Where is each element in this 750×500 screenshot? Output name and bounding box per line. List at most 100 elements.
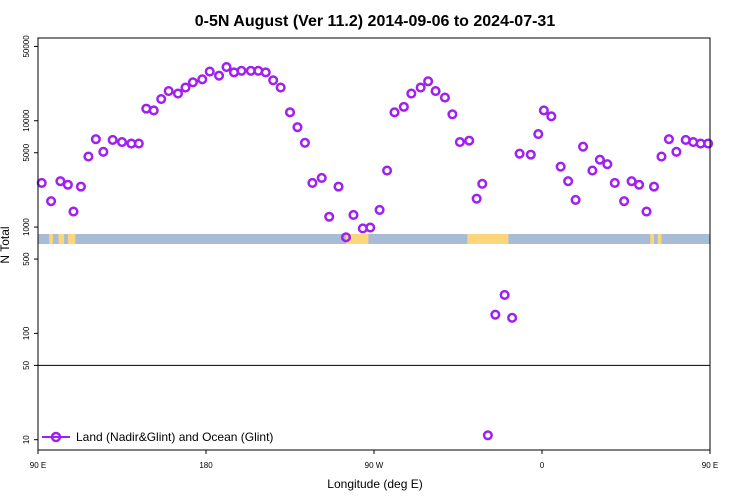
- land-ocean-mask: [38, 234, 710, 244]
- data-point: [36, 177, 47, 188]
- data-point: [187, 77, 198, 88]
- data-point: [340, 232, 352, 243]
- data-point: [197, 74, 208, 85]
- data-point: [415, 82, 426, 93]
- y-axis: 10 50 100 500 1000 5000 10000 50000: [22, 35, 38, 444]
- data-point: [663, 134, 674, 145]
- data-point: [447, 109, 458, 120]
- data-point: [656, 151, 667, 162]
- chart-title: 0-5N August (Ver 11.2) 2014-09-06 to 202…: [195, 13, 556, 30]
- land-segment: [657, 234, 662, 244]
- y-tick-label: 500: [22, 252, 31, 266]
- data-point: [90, 134, 101, 145]
- data-points: [36, 61, 714, 441]
- data-point: [268, 75, 279, 86]
- data-point: [172, 88, 184, 99]
- data-point: [648, 181, 660, 192]
- data-point: [423, 76, 434, 87]
- data-point: [221, 61, 232, 73]
- data-point: [703, 138, 714, 149]
- data-point: [133, 138, 144, 149]
- data-point: [180, 82, 191, 93]
- land-segment: [67, 234, 76, 244]
- data-point: [626, 176, 637, 187]
- data-point: [634, 179, 645, 190]
- data-point: [214, 70, 225, 81]
- x-axis: 90 E 180 90 W 0 90 E: [30, 450, 718, 470]
- data-point: [477, 178, 488, 189]
- data-point: [594, 154, 605, 165]
- data-point: [619, 196, 630, 207]
- land-segment: [650, 234, 654, 244]
- legend-label: Land (Nadir&Glint) and Ocean (Glint): [76, 430, 273, 444]
- data-point: [555, 161, 566, 172]
- x-tick-label: 0: [540, 461, 545, 470]
- data-point: [563, 176, 574, 187]
- data-point: [430, 86, 441, 97]
- data-point: [546, 111, 557, 122]
- data-point: [83, 151, 94, 162]
- data-point: [316, 172, 327, 183]
- data-point: [292, 122, 303, 133]
- data-point: [348, 209, 359, 220]
- data-point: [609, 177, 620, 188]
- ocean-strip: [38, 234, 710, 244]
- data-point: [46, 196, 57, 207]
- data-point: [525, 149, 536, 160]
- data-point: [107, 134, 118, 145]
- data-point: [75, 181, 86, 192]
- data-point: [382, 165, 393, 176]
- data-point: [307, 177, 318, 188]
- data-point: [533, 128, 544, 140]
- data-point: [671, 146, 682, 157]
- data-point: [116, 137, 128, 148]
- land-segment: [58, 234, 65, 244]
- data-point: [602, 159, 613, 170]
- data-point: [514, 148, 525, 159]
- data-point: [299, 137, 310, 148]
- data-point: [98, 146, 109, 157]
- data-point: [374, 204, 385, 215]
- x-tick-label: 180: [199, 461, 213, 470]
- data-point: [587, 165, 598, 176]
- data-point: [260, 67, 271, 78]
- data-point: [156, 93, 167, 105]
- data-point: [490, 309, 501, 320]
- legend: Land (Nadir&Glint) and Ocean (Glint): [42, 430, 273, 444]
- data-point: [236, 65, 247, 76]
- data-point: [454, 137, 465, 148]
- y-tick-label: 5000: [22, 143, 31, 161]
- y-axis-label: N Total: [0, 226, 12, 263]
- data-point: [439, 92, 450, 103]
- data-point: [482, 430, 493, 441]
- data-point: [204, 66, 215, 77]
- y-tick-label: 100: [22, 326, 31, 340]
- land-segment: [346, 234, 369, 244]
- y-tick-label: 10000: [22, 109, 31, 132]
- data-point: [284, 107, 296, 118]
- data-point: [389, 107, 400, 118]
- data-point: [55, 176, 66, 187]
- data-point: [471, 193, 482, 204]
- data-point: [275, 82, 286, 93]
- data-point: [68, 206, 79, 217]
- y-tick-label: 1000: [22, 218, 31, 236]
- data-point: [499, 289, 510, 300]
- data-point: [507, 312, 518, 323]
- legend-marker-swatch: [50, 431, 62, 443]
- data-point: [406, 88, 417, 99]
- data-point: [62, 179, 73, 190]
- data-point: [641, 206, 652, 217]
- data-point: [578, 141, 589, 152]
- land-segment: [467, 234, 509, 244]
- data-point: [464, 135, 475, 146]
- data-point: [570, 194, 581, 205]
- data-point: [365, 222, 376, 233]
- y-tick-label: 50000: [22, 35, 31, 58]
- x-tick-label: 90 W: [365, 461, 384, 470]
- data-point: [333, 181, 344, 192]
- data-point: [324, 211, 335, 222]
- data-point: [398, 101, 409, 112]
- data-point: [163, 86, 174, 97]
